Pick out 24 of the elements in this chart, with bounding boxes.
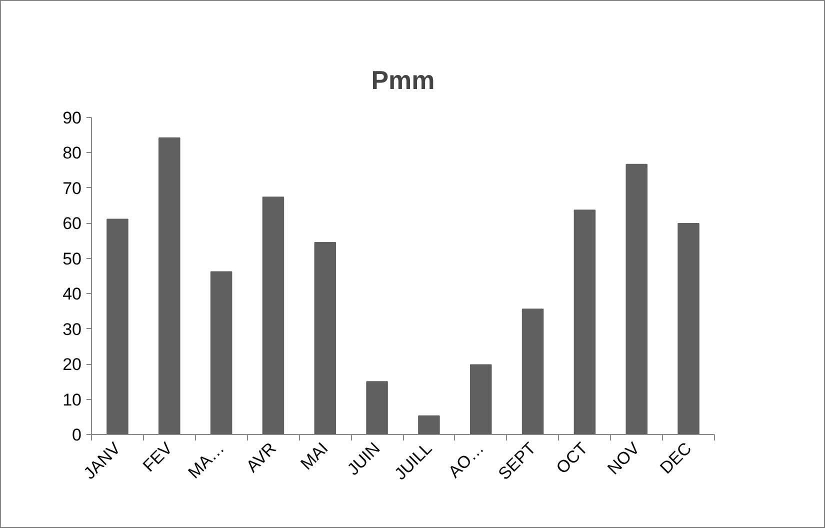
bar: [210, 271, 232, 434]
bar: [522, 308, 544, 434]
y-tick-label: 40: [62, 284, 82, 304]
bar: [366, 381, 388, 434]
bar: [574, 210, 596, 434]
y-tick-label: 50: [62, 249, 82, 268]
bar: [626, 164, 648, 434]
y-tick-label: 80: [62, 144, 82, 163]
bar: [418, 415, 440, 434]
bar: [106, 218, 128, 434]
y-tick-label: 30: [62, 320, 82, 339]
bar: [314, 242, 336, 434]
y-tick-label: 90: [62, 108, 82, 128]
bar: [158, 137, 180, 434]
x-tick-label: MAI: [297, 438, 332, 474]
y-tick-label: 20: [62, 355, 82, 374]
bar: [470, 364, 492, 434]
bar: [262, 196, 284, 434]
y-tick-label: 70: [62, 178, 82, 198]
y-tick-label: 10: [62, 390, 82, 410]
bar: [678, 223, 700, 434]
y-tick-label: 60: [62, 214, 82, 234]
y-tick-label: 0: [72, 426, 82, 444]
chart-title: Pmm: [371, 65, 435, 95]
